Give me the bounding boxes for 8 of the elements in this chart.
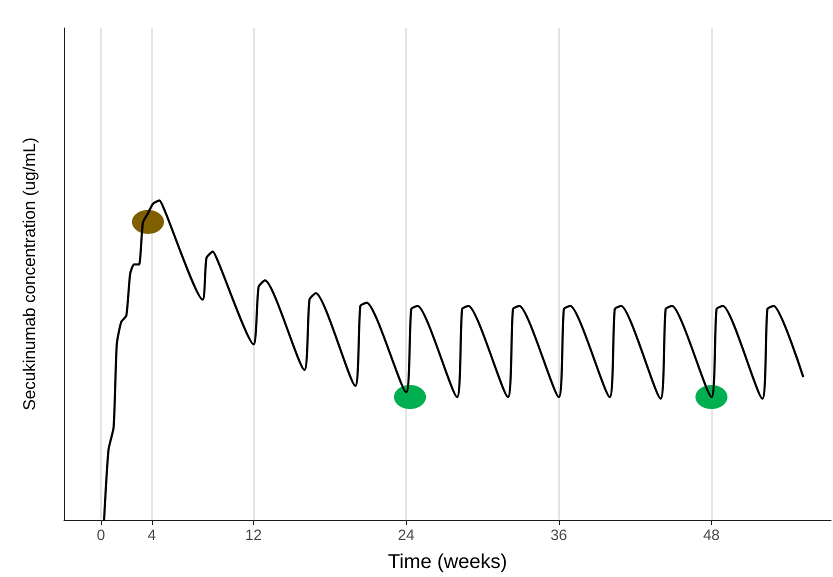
x-tick-label: 48 — [703, 527, 720, 544]
x-tick-label: 24 — [398, 527, 415, 544]
x-tick-label: 12 — [245, 527, 262, 544]
x-tick-label: 4 — [148, 527, 156, 544]
x-tick-label: 0 — [96, 527, 106, 544]
y-axis-title: Secukinumab concentration (ug/mL) — [20, 137, 39, 411]
x-tick-label: 36 — [550, 527, 568, 544]
x-axis-title: Time (weeks) — [388, 551, 508, 573]
